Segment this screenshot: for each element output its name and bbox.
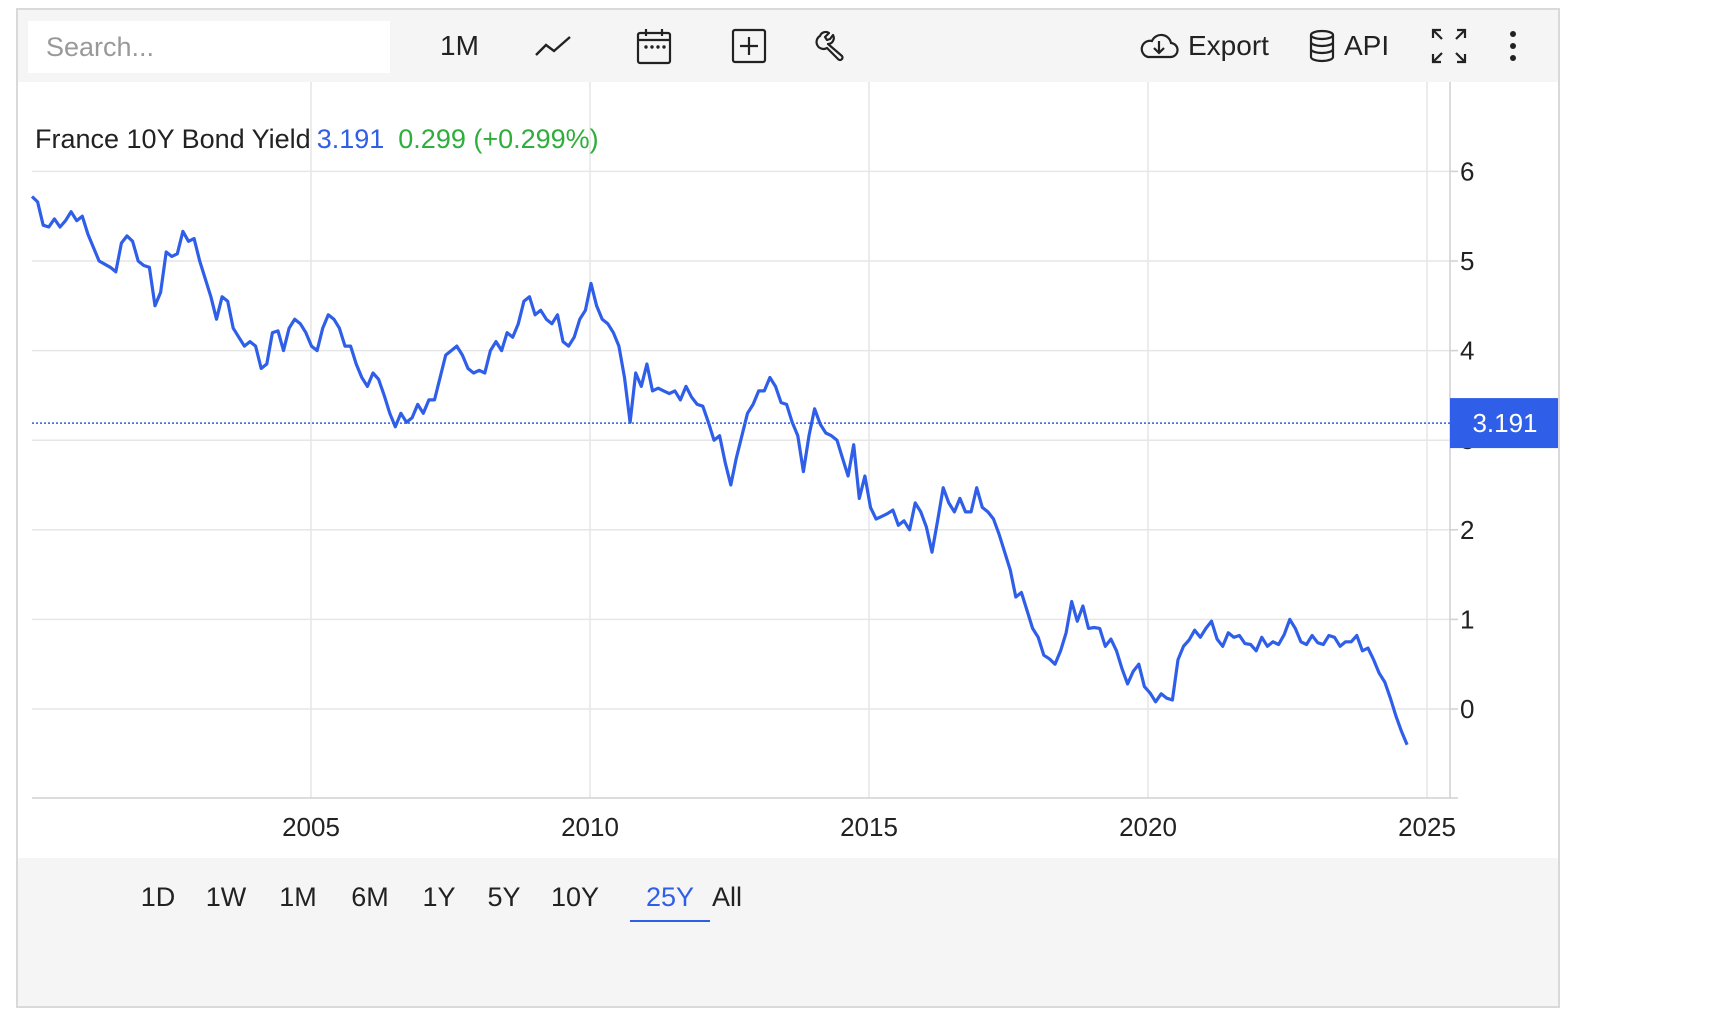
- api-button[interactable]: API: [1308, 24, 1389, 68]
- horizontal-gridlines: [32, 170, 1458, 710]
- range-button-5y[interactable]: 5Y: [487, 881, 521, 912]
- cloud-download-icon: [1138, 30, 1180, 62]
- calendar-button[interactable]: [636, 24, 672, 68]
- range-button-1y[interactable]: 1Y: [422, 881, 456, 912]
- interval-button[interactable]: 1M: [440, 24, 479, 68]
- series-line: [30, 195, 1409, 746]
- export-label: Export: [1188, 30, 1269, 61]
- more-vertical-icon: [1508, 29, 1518, 63]
- range-button-1w[interactable]: 1W: [205, 881, 247, 912]
- y-tick-label: 5: [1460, 246, 1474, 276]
- chart-type-button[interactable]: [534, 24, 574, 68]
- change-value: 0.299 (+0.299%): [398, 124, 599, 154]
- x-tick-label: 2005: [282, 812, 340, 842]
- export-button[interactable]: Export: [1138, 24, 1269, 68]
- x-tick-label: 2010: [561, 812, 619, 842]
- add-indicator-button[interactable]: [731, 24, 767, 68]
- fullscreen-button[interactable]: [1430, 24, 1468, 68]
- x-tick-label: 2015: [840, 812, 898, 842]
- y-tick-label: 0: [1460, 694, 1474, 724]
- y-tick-label: 6: [1460, 156, 1474, 186]
- range-button-10y[interactable]: 10Y: [550, 881, 600, 912]
- y-tick-label: 2: [1460, 515, 1474, 545]
- chart-header: France 10Y Bond Yield 3.191 0.299 (+0.299%…: [35, 124, 599, 155]
- settings-tools-button[interactable]: [814, 24, 850, 68]
- search-input[interactable]: [28, 21, 390, 73]
- range-button-1d[interactable]: 1D: [140, 881, 176, 912]
- x-tick-label: 2020: [1119, 812, 1177, 842]
- plus-box-icon: [731, 28, 767, 64]
- range-selector: 1D 1W 1M 6M 1Y 5Y 10Y 25Y All: [18, 858, 1558, 1006]
- calendar-icon: [636, 27, 672, 65]
- wrench-icon: [814, 28, 850, 64]
- y-tick-label: 4: [1460, 336, 1474, 366]
- api-label: API: [1344, 30, 1390, 61]
- database-icon: [1308, 29, 1336, 63]
- more-menu-button[interactable]: [1508, 24, 1518, 68]
- range-button-1m[interactable]: 1M: [279, 881, 317, 912]
- chart-widget: 1M Export: [16, 8, 1560, 1008]
- line-chart-icon: [534, 31, 574, 61]
- current-price-label: 3.191: [1472, 408, 1537, 438]
- interval-label: 1M: [440, 30, 479, 61]
- x-axis-labels: 2005 2010 2015 2020 2025: [282, 812, 1456, 842]
- range-button-all[interactable]: All: [711, 881, 742, 912]
- range-button-25y[interactable]: 25Y: [630, 874, 710, 922]
- symbol-name: France 10Y Bond Yield: [35, 124, 311, 154]
- last-value: 3.191: [316, 124, 385, 154]
- y-axis-labels: 0123456: [1460, 156, 1474, 724]
- toolbar: 1M Export: [18, 10, 1558, 82]
- fullscreen-icon: [1430, 27, 1468, 65]
- y-tick-label: 1: [1460, 604, 1474, 634]
- x-tick-label: 2025: [1398, 812, 1456, 842]
- range-button-6m[interactable]: 6M: [351, 881, 389, 912]
- current-price-badge: [1450, 398, 1558, 449]
